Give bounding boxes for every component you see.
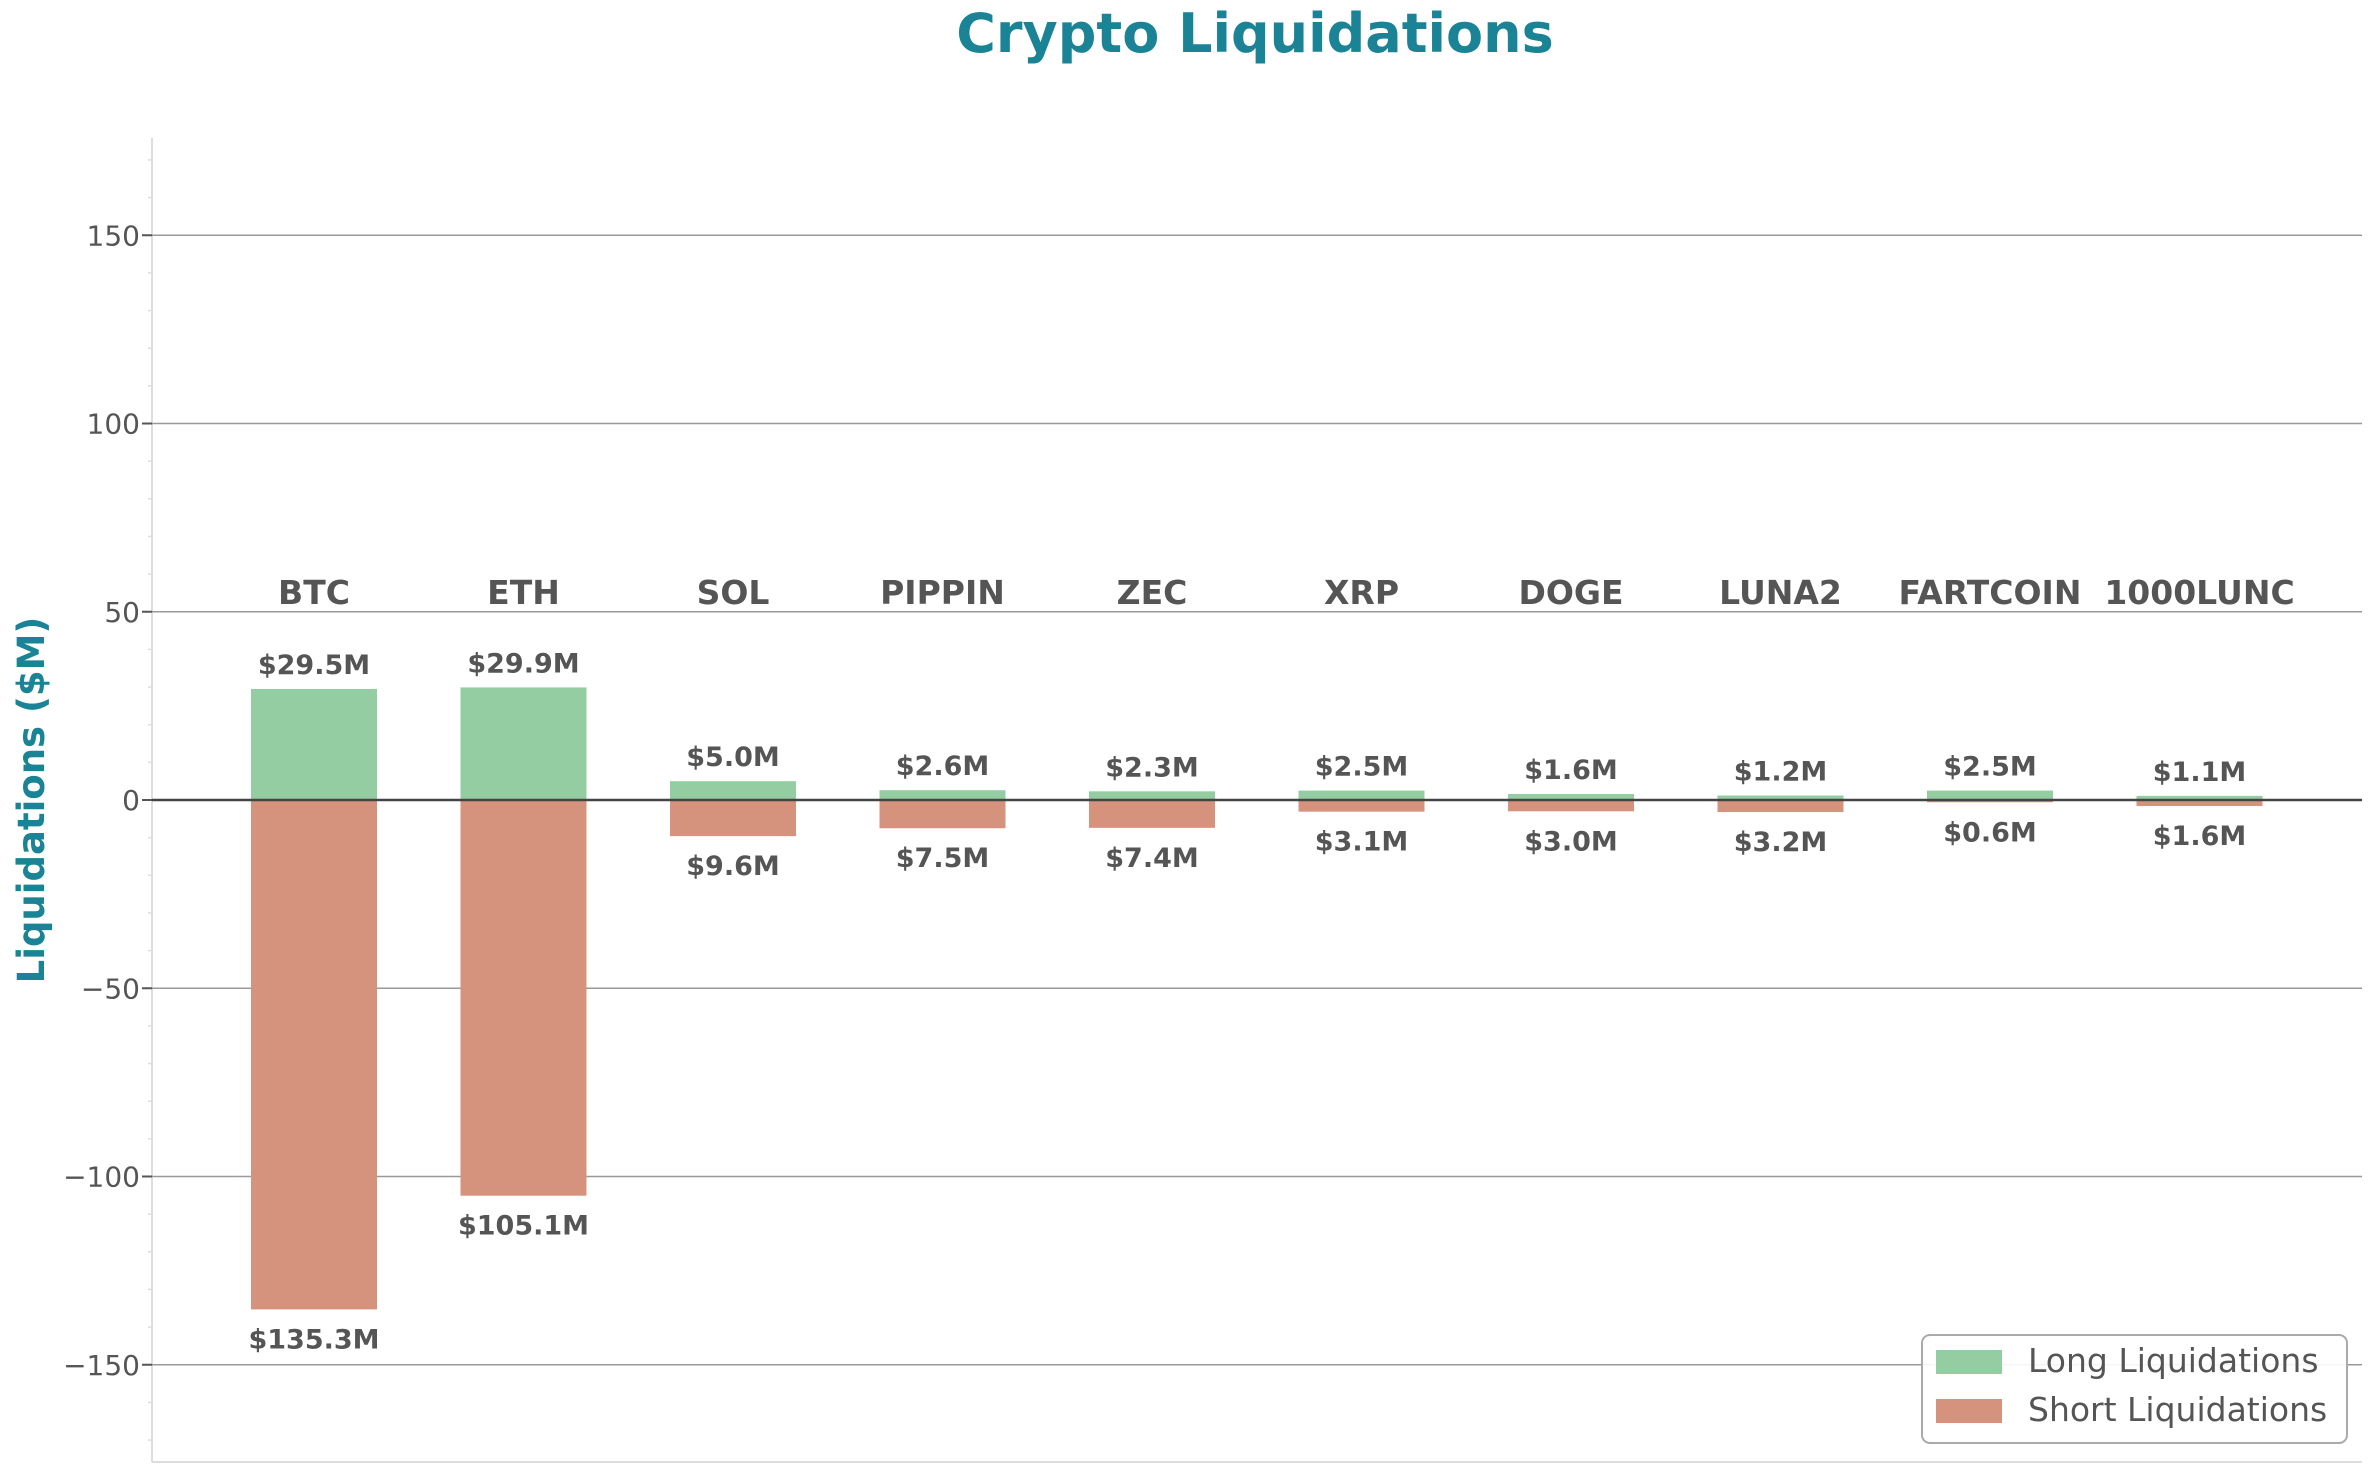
category-label: XRP bbox=[1324, 573, 1399, 612]
category-label: 1000LUNC bbox=[2104, 573, 2294, 612]
y-tick-label: −50 bbox=[81, 972, 140, 1005]
short-value-label: $1.6M bbox=[2153, 821, 2247, 852]
long-bar-pippin bbox=[879, 790, 1006, 800]
data-labels: BTC $29.5M $135.3M ETH $29.9M $105.1M SOL $5.0M… bbox=[248, 573, 2294, 1355]
long-bar-1000lunc bbox=[2136, 795, 2263, 800]
category-label: PIPPIN bbox=[880, 573, 1005, 612]
legend-box bbox=[1921, 1334, 2348, 1444]
short-value-label: $0.6M bbox=[1943, 817, 2037, 848]
category-label: LUNA2 bbox=[1719, 573, 1842, 612]
short-bar-luna2 bbox=[1717, 800, 1844, 813]
short-bar-eth bbox=[460, 800, 587, 1196]
category-label: ZEC bbox=[1117, 573, 1188, 612]
long-value-label: $1.6M bbox=[1524, 755, 1618, 786]
y-tick-label: −150 bbox=[63, 1349, 140, 1382]
long-value-label: $2.6M bbox=[896, 751, 990, 782]
y-axis-label: Liquidations ($M) bbox=[10, 617, 53, 984]
short-value-label: $3.2M bbox=[1734, 827, 1828, 858]
long-bar-eth bbox=[460, 687, 587, 800]
long-bar-btc bbox=[251, 688, 377, 800]
long-value-label: $2.5M bbox=[1315, 752, 1409, 783]
long-bar-fartcoin bbox=[1927, 790, 2053, 800]
category-label: SOL bbox=[697, 573, 770, 612]
legend-swatch bbox=[1936, 1399, 2002, 1423]
short-value-label: $7.5M bbox=[896, 843, 990, 874]
long-value-label: $29.9M bbox=[467, 648, 579, 679]
legend-label: Short Liquidations bbox=[2028, 1390, 2327, 1429]
long-value-label: $2.3M bbox=[1105, 752, 1199, 783]
short-bar-1000lunc bbox=[2136, 800, 2263, 807]
y-tick-label: 0 bbox=[122, 784, 140, 817]
short-value-label: $3.1M bbox=[1315, 827, 1409, 858]
legend: Long Liquidations Short Liquidations bbox=[1921, 1334, 2348, 1444]
short-value-label: $7.4M bbox=[1105, 843, 1199, 874]
long-value-label: $2.5M bbox=[1943, 752, 2037, 783]
short-bar-doge bbox=[1508, 800, 1634, 812]
long-bar-zec bbox=[1089, 791, 1215, 800]
long-bar-xrp bbox=[1298, 790, 1425, 800]
y-tick-label: 50 bbox=[104, 596, 140, 629]
y-tick-label: 150 bbox=[87, 219, 140, 252]
y-axis-ticks: 150 100 50 0 −50 −100 −150 bbox=[63, 219, 152, 1382]
long-bar-luna2 bbox=[1717, 795, 1844, 800]
legend-swatch bbox=[1936, 1350, 2002, 1374]
long-value-label: $1.2M bbox=[1734, 756, 1828, 787]
bars bbox=[152, 687, 2362, 1310]
category-label: ETH bbox=[487, 573, 560, 612]
category-label: DOGE bbox=[1518, 573, 1623, 612]
legend-label: Long Liquidations bbox=[2028, 1341, 2319, 1380]
short-bar-pippin bbox=[879, 800, 1006, 829]
long-value-label: $29.5M bbox=[258, 650, 370, 681]
short-value-label: $3.0M bbox=[1524, 826, 1618, 857]
long-bar-sol bbox=[670, 781, 796, 800]
long-bar-doge bbox=[1508, 793, 1634, 800]
short-bar-zec bbox=[1089, 800, 1215, 828]
short-bar-sol bbox=[670, 800, 796, 837]
category-label: BTC bbox=[278, 573, 350, 612]
category-label: FARTCOIN bbox=[1899, 573, 2082, 612]
short-bar-xrp bbox=[1298, 800, 1425, 812]
long-value-label: $1.1M bbox=[2153, 757, 2247, 788]
short-bar-btc bbox=[251, 800, 377, 1310]
y-tick-label: 100 bbox=[87, 408, 140, 441]
short-value-label: $105.1M bbox=[458, 1211, 589, 1242]
y-tick-label: −100 bbox=[63, 1161, 140, 1194]
short-value-label: $135.3M bbox=[248, 1324, 379, 1355]
short-value-label: $9.6M bbox=[686, 851, 780, 882]
long-value-label: $5.0M bbox=[686, 742, 780, 773]
chart-title: Crypto Liquidations bbox=[956, 2, 1553, 65]
